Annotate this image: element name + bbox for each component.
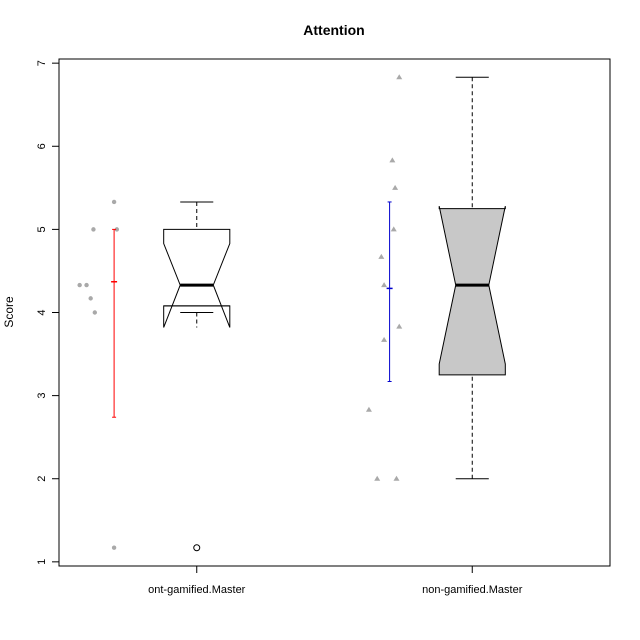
jitter-points-non-gamified (365, 74, 403, 481)
y-tick-label: 7 (36, 60, 48, 66)
mean-error-bar-non-gamified (386, 201, 393, 382)
data-point (92, 310, 98, 315)
x-tick-label: non-gamified.Master (422, 584, 523, 596)
data-point (381, 336, 388, 342)
y-tick-label: 1 (36, 559, 48, 565)
y-axis-label: Score (2, 296, 16, 328)
plot-area (77, 74, 506, 552)
x-axis: ont-gamified.Master non-gamified.Master (148, 566, 523, 596)
data-point (111, 545, 117, 550)
outlier-point (193, 544, 201, 552)
data-point (114, 227, 120, 232)
chart-title: Attention (303, 22, 364, 38)
data-point (389, 157, 396, 163)
data-point (396, 323, 403, 329)
mean-error-bar-ont-gamified (111, 228, 118, 418)
box-non-gamified (438, 76, 506, 480)
data-point (84, 282, 89, 288)
data-point (378, 253, 385, 259)
plot-frame (58, 58, 611, 567)
x-tick-label: ont-gamified.Master (148, 584, 246, 596)
data-point (392, 184, 399, 190)
y-tick-label: 2 (36, 476, 48, 482)
notched-box (438, 206, 506, 376)
data-point (77, 282, 82, 288)
data-point (111, 199, 117, 205)
data-point (381, 282, 388, 288)
y-tick-label: 3 (36, 393, 48, 399)
y-tick-label: 6 (36, 143, 48, 149)
data-point (365, 406, 372, 412)
y-axis: 1 2 3 4 5 6 7 (36, 60, 59, 565)
data-point (390, 226, 397, 232)
y-tick-label: 4 (36, 309, 48, 315)
jitter-points-ont-gamified (77, 199, 120, 550)
data-point (88, 296, 93, 301)
data-point (396, 74, 403, 80)
data-point (374, 475, 381, 481)
y-tick-label: 5 (36, 226, 48, 232)
data-point (91, 227, 96, 232)
data-point (393, 475, 400, 481)
box-ont-gamified (163, 201, 231, 552)
